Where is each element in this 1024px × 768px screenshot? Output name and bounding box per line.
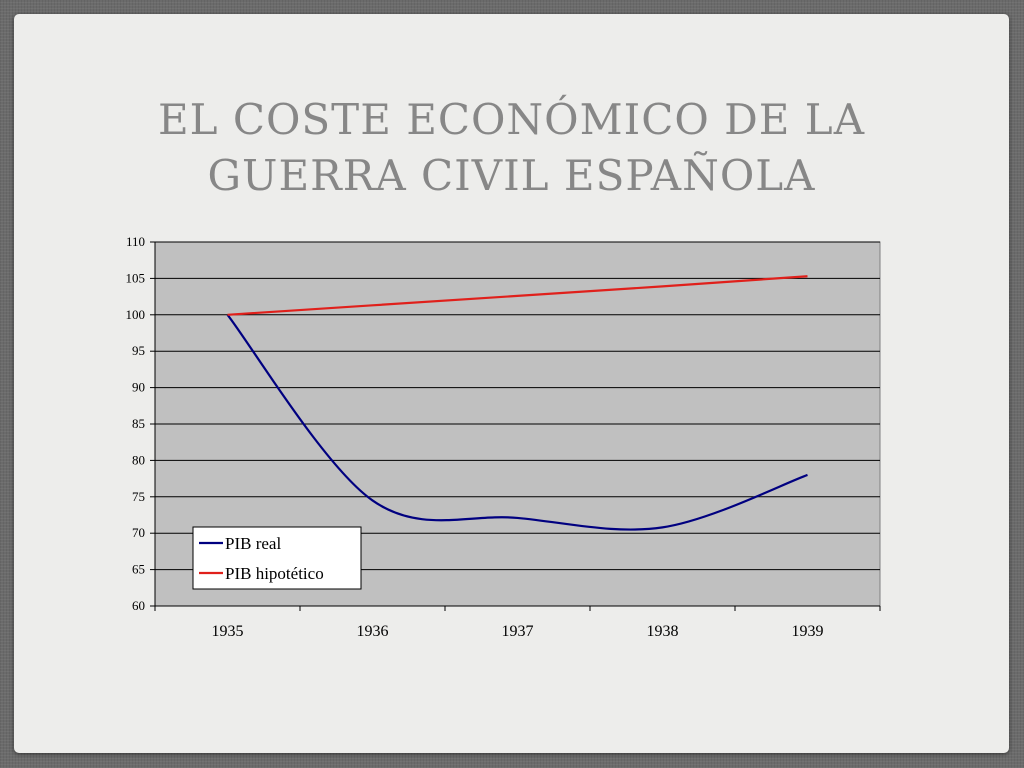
- y-tick-label: 95: [132, 343, 145, 358]
- x-tick-label: 1937: [502, 623, 534, 640]
- y-tick-label: 105: [126, 270, 146, 285]
- y-tick-label: 60: [132, 598, 145, 613]
- legend: PIB real PIB hipotético: [192, 526, 362, 590]
- y-tick-label: 90: [132, 380, 145, 395]
- x-tick-label: 1936: [357, 623, 389, 640]
- x-tick-label: 1935: [212, 623, 244, 640]
- title-line-1: EL COSTE ECONÓMICO DE LA: [157, 95, 866, 144]
- x-tick-label: 1938: [647, 623, 679, 640]
- y-tick-label: 70: [132, 525, 145, 540]
- x-tick-label: 1939: [792, 623, 824, 640]
- legend-label: PIB real: [225, 534, 281, 553]
- series-line-pib-hipot-tico: [227, 275, 808, 316]
- y-tick-label: 110: [126, 234, 145, 249]
- y-axis-ticks: 60 65 70 75 80 85 90 95 100 105 110: [126, 234, 155, 613]
- y-tick-label: 65: [132, 562, 145, 577]
- series-lines: [226, 275, 808, 531]
- y-tick-label: 85: [132, 416, 145, 431]
- series-line-pib-real: [226, 314, 808, 531]
- legend-label: PIB hipotético: [225, 564, 324, 583]
- x-axis-ticks: 1935 1936 1937 1938 1939: [154, 606, 881, 640]
- slide-title: EL COSTE ECONÓMICO DE LA GUERRA CIVIL ES…: [14, 92, 1009, 204]
- y-tick-label: 80: [132, 452, 145, 467]
- y-tick-label: 100: [126, 307, 146, 322]
- legend-box: [192, 526, 362, 590]
- title-line-2: GUERRA CIVIL ESPAÑOLA: [207, 151, 816, 200]
- y-tick-label: 75: [132, 489, 145, 504]
